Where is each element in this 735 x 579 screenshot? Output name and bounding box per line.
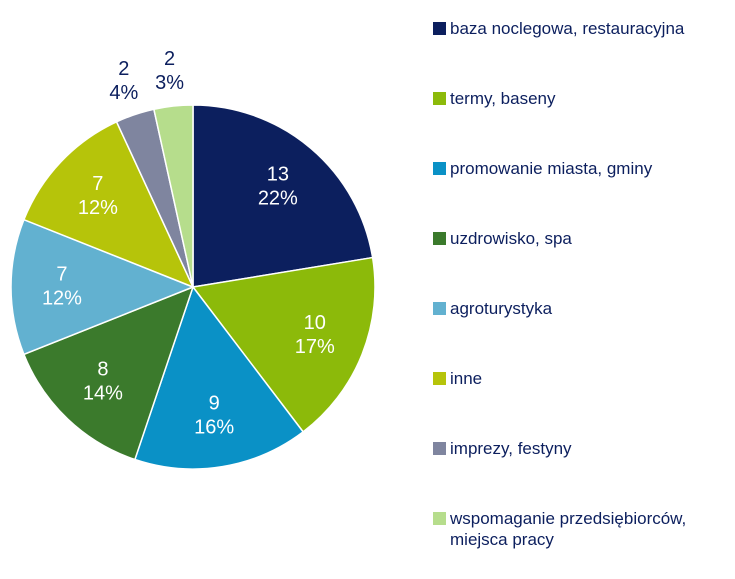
slice-value-label: 10 (304, 312, 326, 334)
legend-swatch (433, 442, 446, 455)
legend-item: baza noclegowa, restauracyjna (433, 18, 733, 39)
legend-item: uzdrowisko, spa (433, 228, 733, 249)
legend-item: inne (433, 368, 733, 389)
slice-value-label: 2 (164, 48, 175, 70)
legend-label: inne (450, 369, 483, 388)
pie-slice (22, 285, 195, 461)
slice-percent-label: 22% (258, 187, 298, 209)
pie-slice (133, 285, 305, 470)
legend-label: uzdrowisko, spa (450, 229, 572, 248)
slice-percent-label: 14% (83, 382, 123, 404)
pie-slice (152, 104, 194, 288)
slice-percent-label: 3% (155, 72, 184, 94)
legend-swatch (433, 232, 446, 245)
legend-swatch (433, 162, 446, 175)
pie-slice (192, 104, 374, 288)
legend-label: imprezy, festyny (450, 439, 572, 458)
pie-slice (191, 256, 376, 433)
legend-swatch (433, 512, 446, 525)
slice-percent-label: 17% (295, 336, 335, 358)
legend-swatch (433, 92, 446, 105)
legend-swatch (433, 372, 446, 385)
slice-value-label: 7 (56, 263, 67, 285)
legend-swatch (433, 22, 446, 35)
slice-percent-label: 16% (194, 417, 234, 439)
slice-value-label: 7 (92, 173, 103, 195)
legend-item: promowanie miasta, gminy (433, 158, 733, 179)
slice-value-label: 2 (118, 58, 129, 80)
legend-label: wspomaganie przedsiębiorców, miejsca pra… (450, 509, 687, 549)
pie-slice (10, 218, 196, 356)
legend-label: baza noclegowa, restauracyjna (450, 19, 685, 38)
slice-percent-label: 12% (78, 197, 118, 219)
legend-item: agroturystyka (433, 298, 733, 319)
legend-item: wspomaganie przedsiębiorców, miejsca pra… (433, 508, 733, 550)
legend-label: termy, baseny (450, 89, 556, 108)
legend-swatch (433, 302, 446, 315)
slice-percent-label: 4% (109, 82, 138, 104)
legend-item: termy, baseny (433, 88, 733, 109)
slice-value-label: 8 (97, 358, 108, 380)
legend-label: promowanie miasta, gminy (450, 159, 653, 178)
slice-percent-label: 12% (42, 287, 82, 309)
slice-value-label: 13 (267, 163, 289, 185)
legend-item: imprezy, festyny (433, 438, 733, 459)
legend-label: agroturystyka (450, 299, 553, 318)
slice-value-label: 9 (209, 393, 220, 415)
pie-slice (22, 120, 195, 289)
